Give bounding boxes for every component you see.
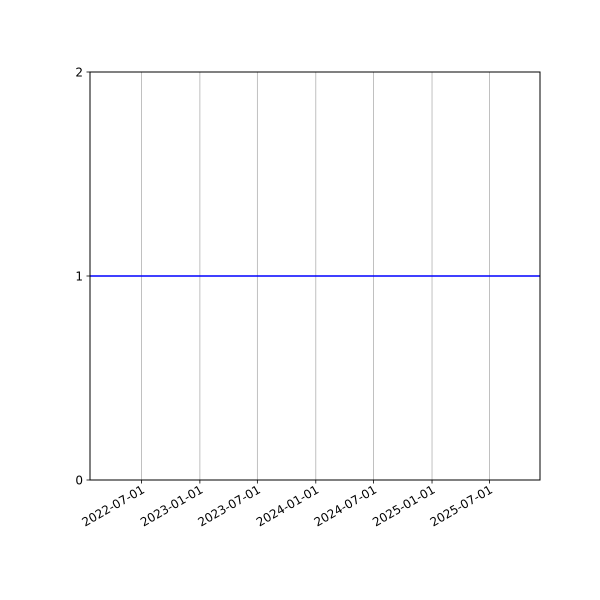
y-tick-label: 0 xyxy=(75,474,83,488)
x-tick-label: 2024-07-01 xyxy=(312,482,379,529)
x-tick-label: 2022-07-01 xyxy=(80,482,147,529)
x-tick-label: 2023-07-01 xyxy=(195,482,262,529)
x-tick-label: 2025-07-01 xyxy=(428,482,495,529)
x-tick-label: 2025-01-01 xyxy=(370,482,437,529)
x-axis: 2022-07-012023-01-012023-07-012024-01-01… xyxy=(80,480,495,529)
y-tick-label: 1 xyxy=(75,270,83,284)
y-tick-label: 2 xyxy=(75,66,83,80)
x-tick-label: 2024-01-01 xyxy=(254,482,321,529)
x-tick-label: 2023-01-01 xyxy=(138,482,205,529)
y-axis: 0 1 2 xyxy=(75,66,90,488)
